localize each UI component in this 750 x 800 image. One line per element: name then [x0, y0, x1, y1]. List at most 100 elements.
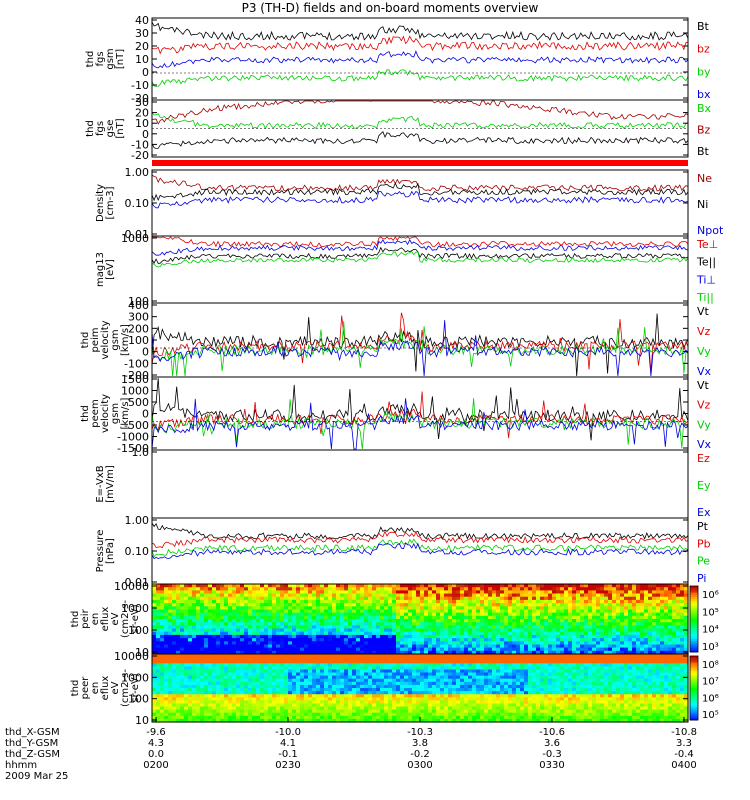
spec-cell — [292, 691, 297, 695]
spec-cell — [204, 709, 209, 714]
spec-cell — [320, 697, 325, 701]
legend-entry: Pt — [697, 520, 709, 533]
spec-cell — [320, 709, 325, 714]
spec-cell — [268, 694, 273, 698]
spec-cell — [344, 625, 349, 630]
spec-cell — [476, 628, 481, 633]
spec-cell — [368, 672, 373, 677]
spec-cell — [448, 593, 453, 598]
spec-cell — [648, 587, 653, 591]
spec-cell — [540, 590, 545, 595]
series-vz-line — [151, 312, 689, 372]
legend-entry: Pi — [697, 572, 706, 585]
spec-cell — [380, 584, 385, 588]
spec-cell — [592, 615, 597, 620]
spec-cell — [372, 660, 377, 664]
spec-cell — [668, 644, 673, 649]
spec-cell — [216, 650, 221, 655]
spec-cell — [248, 612, 253, 617]
spec-cell — [640, 631, 645, 636]
spec-cell — [220, 709, 225, 714]
spec-cell — [404, 706, 409, 711]
spec-cell — [340, 606, 345, 611]
spec-cell — [252, 622, 257, 626]
spec-cell — [164, 599, 169, 604]
spec-cell — [180, 647, 185, 652]
spec-cell — [192, 596, 197, 601]
spec-cell — [288, 684, 293, 689]
spec-cell — [312, 663, 317, 667]
spec-cell — [564, 619, 569, 623]
spec-cell — [444, 641, 449, 646]
spec-cell — [248, 631, 253, 636]
spec-cell — [200, 615, 205, 620]
spec-cell — [236, 678, 241, 683]
spec-cell — [324, 715, 329, 720]
spec-cell — [612, 612, 617, 617]
spec-cell — [612, 596, 617, 601]
spec-cell — [236, 697, 241, 701]
spec-cell — [196, 599, 201, 604]
spec-cell — [244, 596, 249, 601]
spec-cell — [164, 675, 169, 680]
spec-cell — [320, 666, 325, 671]
spec-cell — [464, 644, 469, 649]
spec-cell — [388, 584, 393, 588]
spec-cell — [388, 706, 393, 711]
spec-cell — [432, 650, 437, 655]
spec-cell — [556, 584, 561, 588]
spec-cell — [640, 596, 645, 601]
spec-cell — [412, 606, 417, 611]
spec-cell — [188, 688, 193, 692]
spec-cell — [592, 647, 597, 652]
spec-cell — [272, 644, 277, 649]
legend-entry: Ni — [697, 198, 708, 211]
spec-cell — [496, 612, 501, 617]
spec-cell — [328, 612, 333, 617]
colorbar-swatch — [690, 605, 698, 609]
spec-cell — [296, 593, 301, 598]
spec-cell — [256, 638, 261, 642]
spec-cell — [320, 691, 325, 695]
spec-cell — [252, 644, 257, 649]
spec-cell — [248, 669, 253, 674]
spec-cell — [420, 609, 425, 614]
spec-cell — [444, 644, 449, 649]
spec-cell — [396, 700, 401, 705]
spec-cell — [652, 599, 657, 604]
spec-cell — [492, 650, 497, 655]
spec-cell — [436, 672, 441, 677]
spec-cell — [480, 634, 485, 639]
spec-cell — [364, 628, 369, 633]
spec-cell — [400, 709, 405, 714]
spec-cell — [488, 593, 493, 598]
spec-cell — [312, 697, 317, 701]
spec-cell — [520, 609, 525, 614]
spec-cell — [184, 715, 189, 720]
spec-cell — [232, 712, 237, 717]
colorbar-swatch — [690, 594, 698, 598]
spec-cell — [168, 709, 173, 714]
spec-cell — [180, 660, 185, 664]
spec-cell — [668, 650, 673, 655]
colorbar-swatch — [690, 636, 698, 640]
spec-cell — [496, 615, 501, 620]
spec-cell — [228, 644, 233, 649]
spec-cell — [388, 657, 393, 661]
spec-cell — [484, 599, 489, 604]
spec-cell — [360, 644, 365, 649]
spec-cell — [404, 644, 409, 649]
spec-cell — [192, 706, 197, 711]
spec-cell — [596, 641, 601, 646]
spec-cell — [304, 593, 309, 598]
spec-cell — [480, 599, 485, 604]
spec-cell — [684, 631, 689, 636]
spec-cell — [460, 669, 465, 674]
spec-cell — [284, 675, 289, 680]
spec-cell — [212, 654, 217, 658]
spec-cell — [452, 634, 457, 639]
spec-cell — [448, 691, 453, 695]
spec-cell — [472, 703, 477, 708]
spec-cell — [156, 694, 161, 698]
spec-cell — [412, 654, 417, 658]
